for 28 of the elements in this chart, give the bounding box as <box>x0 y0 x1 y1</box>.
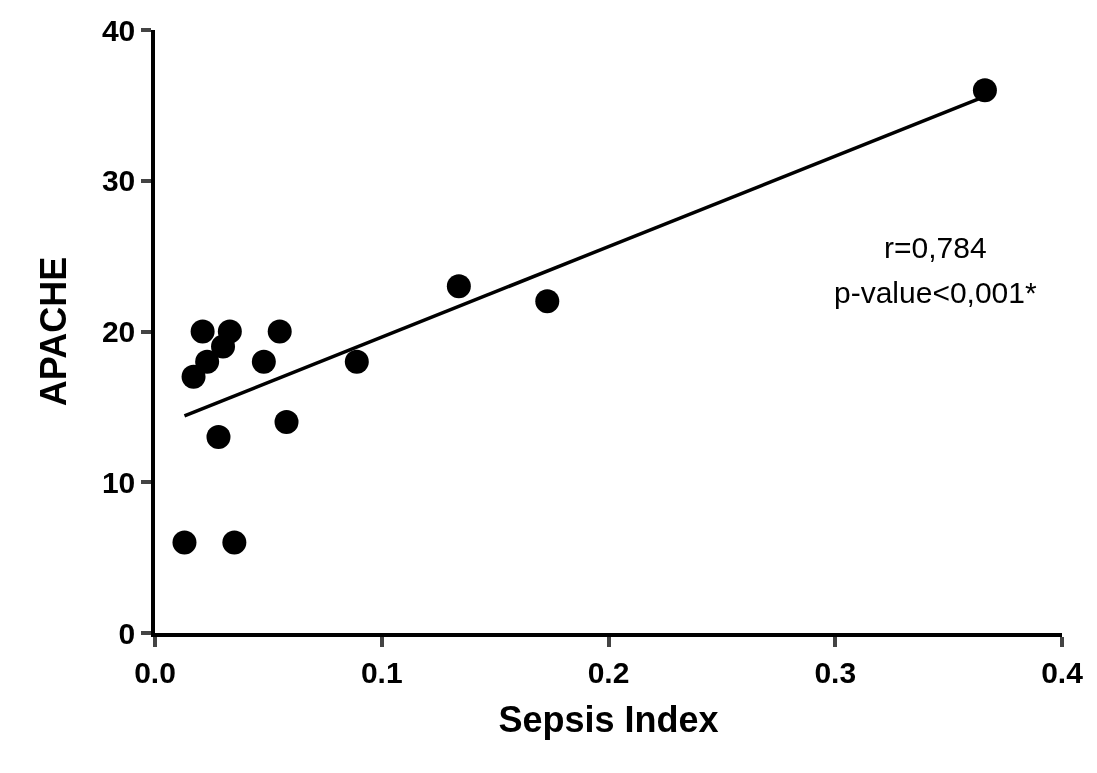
x-tick-label: 0.0 <box>134 655 176 689</box>
annotation: r=0,784 <box>884 231 987 264</box>
point <box>172 530 197 555</box>
y-tick-label: 0 <box>118 616 136 650</box>
y-tick-label: 20 <box>101 315 136 348</box>
point <box>267 319 292 344</box>
point <box>195 349 220 374</box>
x-tick-label: 0.3 <box>814 655 857 689</box>
x-axis-title: Sepsis Index <box>498 698 719 740</box>
annotation: p-value<0,001* <box>834 276 1037 309</box>
point <box>190 319 215 344</box>
y-tick-label: 10 <box>101 465 136 499</box>
y-axis-title: APACHE <box>33 256 75 407</box>
y-tick-label: 30 <box>101 164 136 198</box>
x-tick-label: 0.1 <box>360 655 403 689</box>
x-tick-label: 0.2 <box>587 655 630 689</box>
point <box>344 349 369 374</box>
x-tick-label: 0.4 <box>1041 655 1084 689</box>
point <box>211 334 236 359</box>
y-tick-label: 40 <box>101 13 136 47</box>
point <box>181 364 206 389</box>
point <box>446 274 471 299</box>
point <box>535 289 560 314</box>
point <box>972 78 997 103</box>
point <box>274 409 299 434</box>
point <box>222 530 247 555</box>
point <box>206 425 231 450</box>
point <box>251 349 276 374</box>
